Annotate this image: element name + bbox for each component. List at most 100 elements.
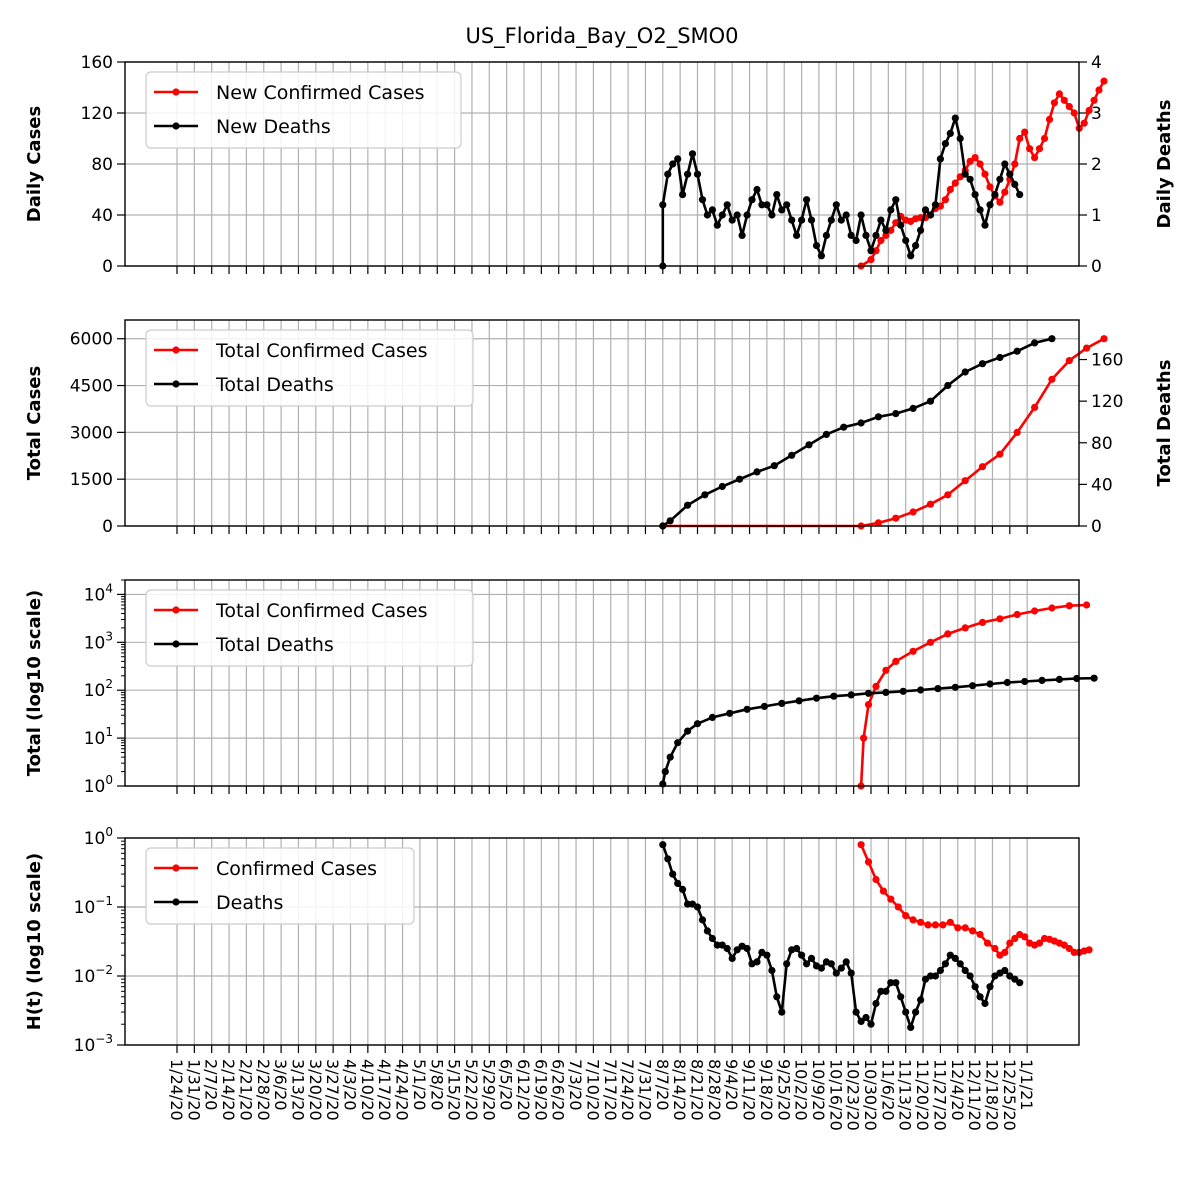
- data-point: [1006, 939, 1014, 947]
- data-point: [1070, 109, 1078, 117]
- x-tick-label: 3/13/20: [288, 1059, 307, 1121]
- data-point: [698, 196, 707, 204]
- data-point: [907, 1023, 915, 1031]
- data-point: [1048, 375, 1056, 383]
- y-right-tick-label: 2: [1091, 155, 1102, 175]
- data-point: [698, 916, 707, 924]
- data-point: [1040, 134, 1049, 143]
- data-point: [1055, 675, 1063, 684]
- data-point: [907, 252, 915, 260]
- y-tick-label: 103: [84, 629, 113, 653]
- data-point: [931, 921, 940, 929]
- data-point: [909, 508, 917, 516]
- y-right-tick-label: 120: [1091, 392, 1123, 412]
- data-point: [978, 463, 987, 471]
- data-point: [939, 921, 947, 929]
- data-point: [743, 211, 751, 219]
- data-point: [693, 720, 702, 728]
- y-tick-label: 0: [102, 257, 113, 277]
- data-point: [892, 657, 900, 666]
- y-tick-label: 100: [84, 825, 113, 849]
- data-point: [674, 155, 682, 163]
- data-point: [1070, 948, 1078, 957]
- x-tick-label: 7/10/20: [583, 1059, 602, 1121]
- axes-frame: [124, 319, 1080, 527]
- data-point: [1016, 134, 1024, 143]
- legend-swatch-marker: [172, 864, 180, 872]
- data-point: [1013, 347, 1021, 355]
- data-point: [951, 179, 959, 187]
- data-point: [1055, 90, 1063, 98]
- x-tick-label: 8/21/20: [688, 1059, 707, 1121]
- data-point: [778, 1008, 786, 1016]
- x-tick-label: 2/7/20: [202, 1059, 221, 1111]
- legend-label: Confirmed Cases: [216, 858, 377, 880]
- x-tick-label: 6/19/20: [531, 1059, 550, 1121]
- data-point: [1048, 335, 1056, 343]
- data-point: [708, 206, 717, 214]
- data-point: [693, 903, 702, 911]
- data-point: [926, 638, 935, 646]
- data-point: [1085, 946, 1093, 954]
- data-point: [1060, 96, 1068, 104]
- data-point: [805, 441, 813, 449]
- data-point: [996, 198, 1004, 206]
- data-point: [795, 697, 803, 705]
- x-tick-label: 3/27/20: [323, 1059, 342, 1121]
- data-point: [812, 694, 821, 702]
- data-point: [862, 231, 870, 239]
- legend-label: Total Deaths: [215, 634, 334, 656]
- x-tick-label: 12/4/20: [948, 1059, 967, 1121]
- data-point: [946, 185, 954, 194]
- data-point: [1100, 77, 1108, 85]
- data-point: [847, 691, 855, 699]
- data-point: [926, 500, 935, 508]
- data-point: [926, 211, 935, 219]
- data-point: [882, 666, 890, 674]
- data-point: [882, 688, 890, 697]
- data-point: [753, 185, 761, 194]
- data-point: [892, 514, 900, 522]
- y-axis-label: H(t) (log10 scale): [24, 853, 45, 1031]
- data-point: [944, 491, 952, 499]
- data-point: [879, 887, 888, 895]
- y-tick-label: 1500: [70, 470, 113, 490]
- data-point: [1003, 678, 1011, 687]
- data-point: [862, 1013, 870, 1022]
- data-point: [807, 954, 816, 963]
- data-point: [951, 114, 959, 122]
- data-point: [936, 966, 945, 975]
- data-point: [798, 216, 806, 224]
- x-tick-label: 6/26/20: [549, 1059, 568, 1121]
- data-point: [773, 191, 781, 199]
- y-tick-label: 101: [84, 725, 113, 749]
- data-point: [713, 221, 721, 229]
- data-point: [763, 201, 771, 209]
- data-point: [877, 216, 885, 224]
- x-tick-label: 10/16/20: [826, 1059, 845, 1131]
- data-point: [961, 924, 969, 932]
- data-point: [803, 960, 811, 968]
- data-point: [894, 903, 902, 911]
- series-line: [859, 603, 1087, 787]
- data-point: [758, 201, 766, 209]
- data-point: [1021, 677, 1029, 686]
- data-point: [872, 247, 880, 255]
- data-point: [969, 927, 977, 935]
- data-point: [966, 157, 974, 165]
- y-right-tick-label: 80: [1091, 434, 1113, 454]
- data-point: [882, 987, 890, 995]
- data-point: [897, 221, 905, 229]
- x-tick-label: 11/20/20: [913, 1059, 932, 1131]
- data-point: [986, 680, 994, 688]
- data-point: [768, 966, 776, 975]
- data-point: [864, 689, 873, 697]
- axes-frame: [124, 579, 1080, 787]
- data-point: [669, 870, 677, 878]
- data-point: [1095, 86, 1103, 94]
- data-point: [892, 979, 900, 987]
- data-point: [971, 191, 979, 199]
- data-point: [768, 211, 776, 219]
- data-point: [713, 941, 721, 949]
- data-point: [961, 966, 969, 975]
